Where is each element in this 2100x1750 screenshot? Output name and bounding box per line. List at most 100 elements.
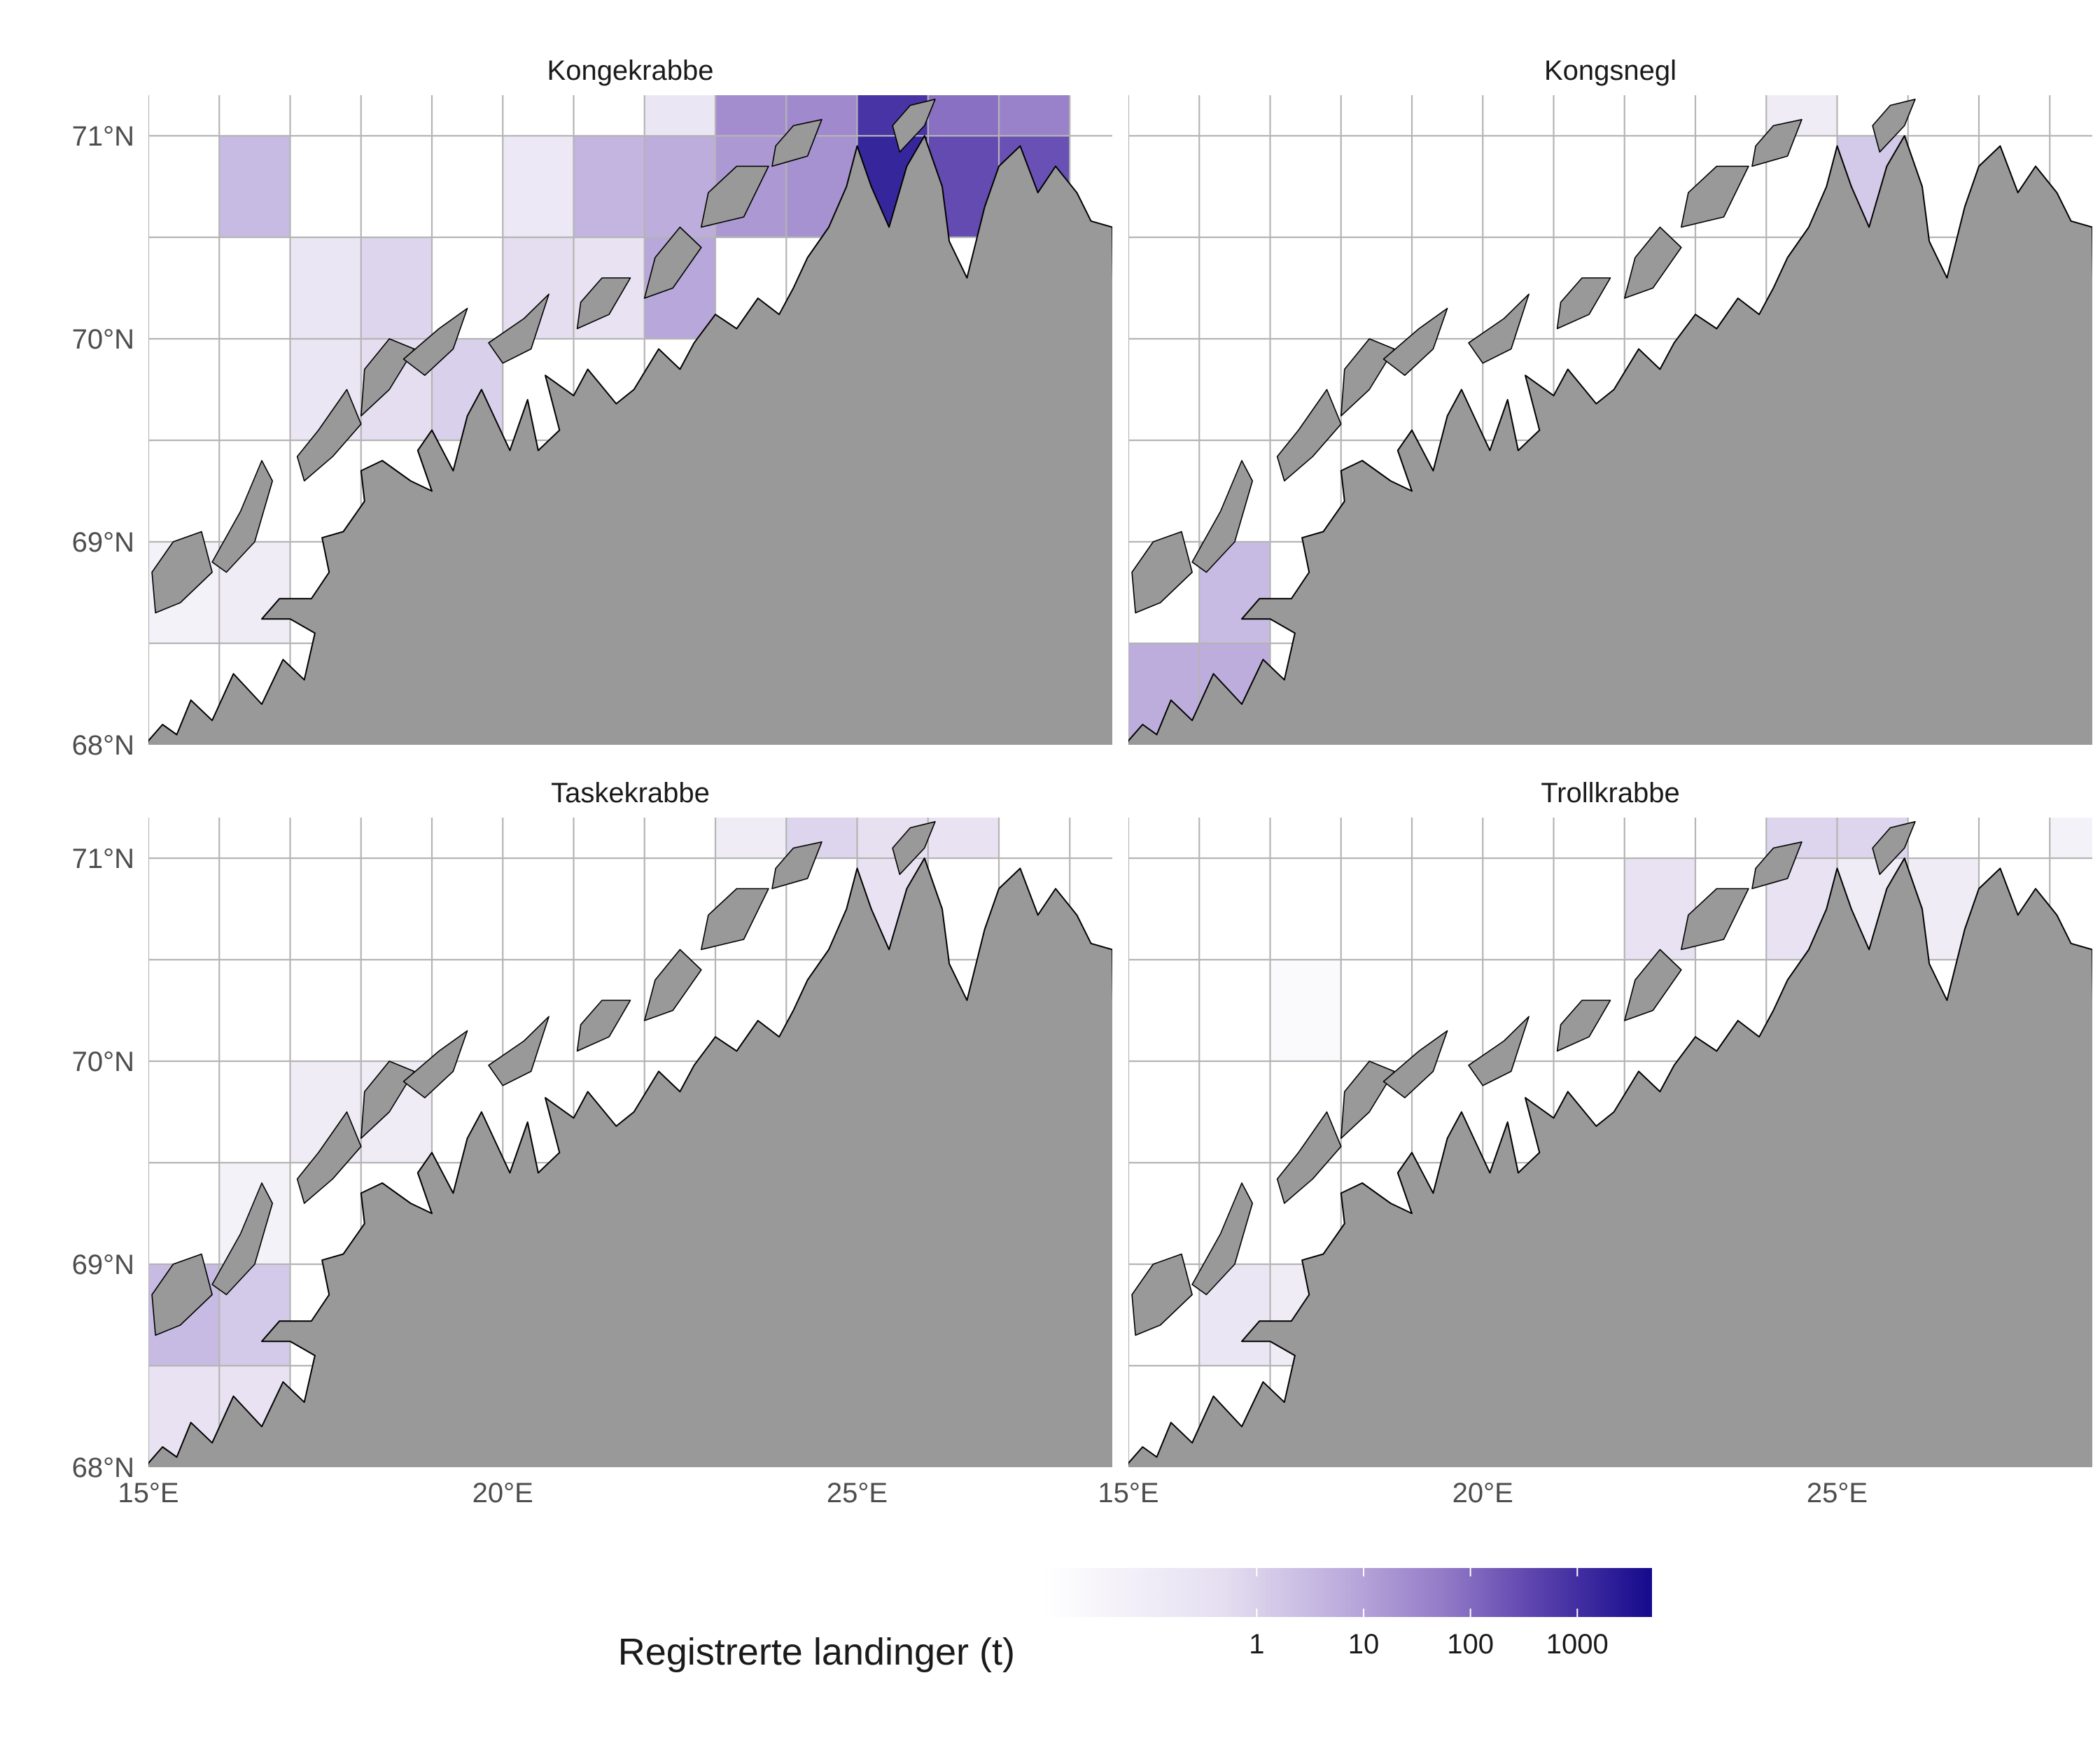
landing-cell	[573, 136, 645, 237]
island	[1131, 531, 1193, 614]
islands	[151, 821, 936, 1336]
x-tick-label: 25°E	[1807, 1478, 1868, 1508]
axis-labels: 68°N 69°N 70°N 71°N 68°N 69°N 70°N 71°N 15°E 20°E…	[72, 121, 1868, 1508]
landing-cell	[1270, 960, 1341, 1061]
island	[211, 1182, 273, 1296]
island	[1191, 460, 1253, 573]
legend-colorbar	[1043, 1568, 1652, 1617]
island	[1681, 888, 1749, 951]
island	[1276, 1111, 1342, 1204]
y-tick-label: 71°N	[72, 121, 134, 152]
panel-title-kongsnegl: Kongsnegl	[1544, 55, 1676, 86]
islands	[151, 99, 936, 614]
legend-title: Registrerte landinger (t)	[618, 1631, 1015, 1673]
landing-cell	[290, 237, 361, 339]
landing-cell	[927, 95, 999, 136]
landing-cell	[219, 136, 290, 237]
landing-cell	[715, 818, 787, 858]
y-tick-label: 68°N	[72, 1452, 134, 1483]
x-tick-label: 15°E	[1098, 1478, 1158, 1508]
island	[360, 1060, 415, 1139]
island	[1624, 226, 1682, 299]
y-tick-label: 69°N	[72, 527, 134, 558]
x-tick-label: 15°E	[118, 1478, 178, 1508]
island	[643, 226, 702, 299]
island	[1340, 1060, 1395, 1139]
islands	[1131, 99, 1916, 614]
x-tick-label: 20°E	[1452, 1478, 1513, 1508]
map-body	[148, 95, 1112, 745]
island	[1556, 277, 1611, 330]
island	[1468, 1016, 1530, 1086]
island	[1468, 293, 1530, 364]
island	[1556, 1000, 1611, 1052]
landing-cell	[503, 136, 574, 237]
landing-cell	[927, 818, 999, 858]
island	[211, 460, 273, 573]
island	[701, 888, 769, 951]
island	[892, 821, 936, 875]
island	[360, 338, 415, 416]
landing-cell	[2050, 818, 2092, 858]
x-tick-label: 25°E	[827, 1478, 888, 1508]
y-tick-label: 71°N	[72, 844, 134, 874]
island	[402, 1030, 468, 1098]
island	[1681, 165, 1749, 228]
color-legend: Registrerte landinger (t) 1 10 100 1000	[618, 1568, 1652, 1673]
y-tick-label: 69°N	[72, 1250, 134, 1280]
map-body	[1128, 818, 2092, 1467]
landing-cell	[644, 95, 715, 136]
island	[643, 948, 702, 1021]
island	[771, 841, 822, 890]
island	[576, 277, 631, 330]
legend-tick-label: 1000	[1546, 1629, 1609, 1660]
map-panel-taskekrabbe: Taskekrabbe	[148, 778, 1112, 1467]
mainland	[148, 858, 1112, 1467]
map-panel-kongekrabbe: Kongekrabbe	[148, 55, 1112, 745]
y-tick-label: 70°N	[72, 1046, 134, 1077]
island	[1340, 338, 1395, 416]
legend-tick-label: 100	[1447, 1629, 1494, 1660]
panel-title-taskekrabbe: Taskekrabbe	[551, 778, 710, 808]
x-tick-label: 20°E	[472, 1478, 533, 1508]
panel-title-kongekrabbe: Kongekrabbe	[547, 55, 714, 86]
island	[402, 307, 468, 376]
island	[151, 531, 213, 614]
island	[1872, 821, 1916, 875]
island	[488, 1016, 550, 1086]
island	[1131, 1253, 1193, 1336]
island	[701, 165, 769, 228]
map-body	[148, 818, 1112, 1467]
islands	[1131, 821, 1916, 1336]
island	[892, 99, 936, 153]
island	[151, 1253, 213, 1336]
island	[1382, 1030, 1448, 1098]
island	[1751, 841, 1802, 890]
y-tick-label: 70°N	[72, 324, 134, 355]
mainland	[1128, 135, 2092, 745]
mainland	[148, 135, 1112, 745]
map-panel-trollkrabbe: Trollkrabbe	[1128, 778, 2092, 1467]
map-panels: Kongekrabbe Kongsnegl Taskekrabbe Trollkrab…	[148, 55, 2092, 1467]
landing-cell	[715, 95, 787, 136]
map-panel-kongsnegl: Kongsnegl	[1128, 55, 2092, 745]
island	[488, 293, 550, 364]
landing-cell	[999, 95, 1070, 136]
panel-title-trollkrabbe: Trollkrabbe	[1541, 778, 1680, 808]
island	[1382, 307, 1448, 376]
map-body	[1128, 95, 2092, 745]
island	[1276, 388, 1342, 482]
y-tick-label: 68°N	[72, 730, 134, 761]
landing-cell	[360, 237, 432, 339]
island	[1191, 1182, 1253, 1296]
mainland	[1128, 858, 2092, 1467]
legend-ticks: 1 10 100 1000	[1249, 1568, 1609, 1660]
island	[1872, 99, 1916, 153]
island	[296, 388, 362, 482]
island	[576, 1000, 631, 1052]
island	[771, 119, 822, 167]
island	[296, 1111, 362, 1204]
legend-tick-label: 10	[1348, 1629, 1380, 1660]
island	[1751, 119, 1802, 167]
